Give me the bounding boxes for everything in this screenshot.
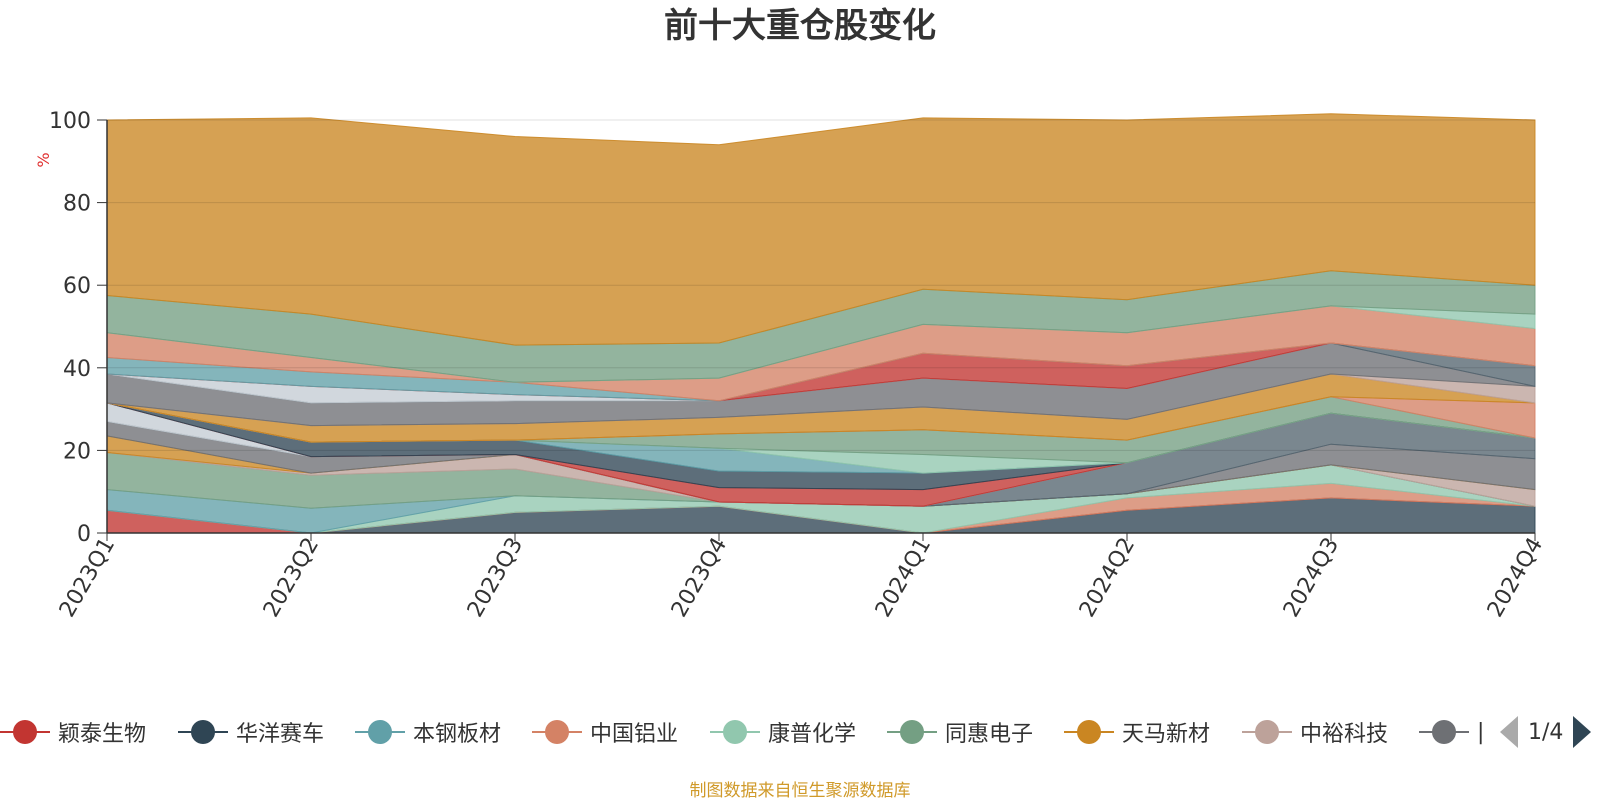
y-tick-label-60: 60: [63, 274, 91, 299]
legend-dot-icon: [900, 720, 924, 744]
legend-item-3[interactable]: 本钢板材: [355, 712, 501, 752]
legend-item-1[interactable]: 颖泰生物: [0, 712, 146, 752]
legend-label: 同惠电子: [945, 722, 1034, 747]
legend-marker-icon: [355, 720, 405, 744]
legend-label: 华洋赛车: [236, 722, 325, 747]
y-tick-label-20: 20: [63, 439, 91, 464]
legend-marker-icon: [887, 720, 937, 744]
legend-marker-icon: [178, 720, 228, 744]
legend-dot-icon: [368, 720, 392, 744]
x-tick-label-2024Q2: 2024Q2: [1075, 534, 1140, 622]
area-series-28: [106, 113, 1536, 346]
y-tick-label-100: 100: [49, 109, 91, 134]
legend-marker-icon: [1419, 720, 1469, 744]
legend-dot-icon: [1255, 720, 1279, 744]
legend-dot-icon: [1077, 720, 1101, 744]
legend-pager: 1/4: [1496, 712, 1600, 752]
y-axis-label: %: [34, 152, 53, 167]
legend-dot-icon: [191, 720, 215, 744]
legend-next-icon[interactable]: [1573, 716, 1592, 748]
legend-item-7[interactable]: 天马新材: [1064, 712, 1210, 752]
legend-label: 本钢板材: [413, 722, 502, 747]
legend-marker-icon: [0, 720, 50, 744]
x-tick-label-2024Q4: 2024Q4: [1483, 534, 1548, 622]
legend-label: |: [1477, 719, 1485, 745]
area-series-group: [106, 113, 1536, 534]
legend-marker-icon: [710, 720, 760, 744]
y-tick-label-40: 40: [63, 357, 91, 382]
legend-dot-icon: [545, 720, 569, 744]
grid-lines: [107, 119, 1535, 451]
legend-prev-icon[interactable]: [1500, 716, 1518, 748]
legend-label: 天马新材: [1122, 722, 1211, 747]
legend-marker-icon: [1064, 720, 1114, 744]
legend-item-5[interactable]: 康普化学: [710, 712, 856, 752]
y-tick-label-0: 0: [77, 522, 91, 547]
x-tick-label-2023Q3: 2023Q3: [463, 534, 528, 622]
legend-label: 中国铝业: [590, 722, 679, 747]
x-tick-label-2024Q1: 2024Q1: [871, 534, 936, 622]
legend-dot-icon: [13, 720, 37, 744]
legend-marker-icon: [532, 720, 582, 744]
data-source-note: 制图数据来自恒生聚源数据库: [689, 781, 911, 801]
x-tick-label-2023Q4: 2023Q4: [667, 534, 732, 622]
legend-item-6[interactable]: 同惠电子: [887, 712, 1033, 752]
legend-dot-icon: [1432, 720, 1456, 744]
legend-marker-icon: [1242, 720, 1292, 744]
legend: 颖泰生物 华洋赛车 本钢板材 中国铝业 康普化学 同惠电子 天马新材 中裕科技 |: [0, 712, 1600, 752]
y-tick-label-80: 80: [63, 192, 91, 217]
legend-label: 中裕科技: [1300, 722, 1389, 747]
x-tick-label-2023Q2: 2023Q2: [259, 534, 324, 622]
chart-title: 前十大重仓股变化: [664, 6, 936, 46]
legend-page-indicator: 1/4: [1528, 719, 1564, 745]
legend-label: 颖泰生物: [58, 722, 147, 747]
legend-item-9[interactable]: |: [1419, 712, 1484, 752]
legend-dot-icon: [723, 720, 747, 744]
legend-item-4[interactable]: 中国铝业: [532, 712, 678, 752]
x-tick-label-2024Q3: 2024Q3: [1279, 534, 1344, 622]
legend-item-8[interactable]: 中裕科技: [1242, 712, 1388, 752]
legend-label: 康普化学: [768, 722, 857, 747]
legend-item-2[interactable]: 华洋赛车: [178, 712, 324, 752]
